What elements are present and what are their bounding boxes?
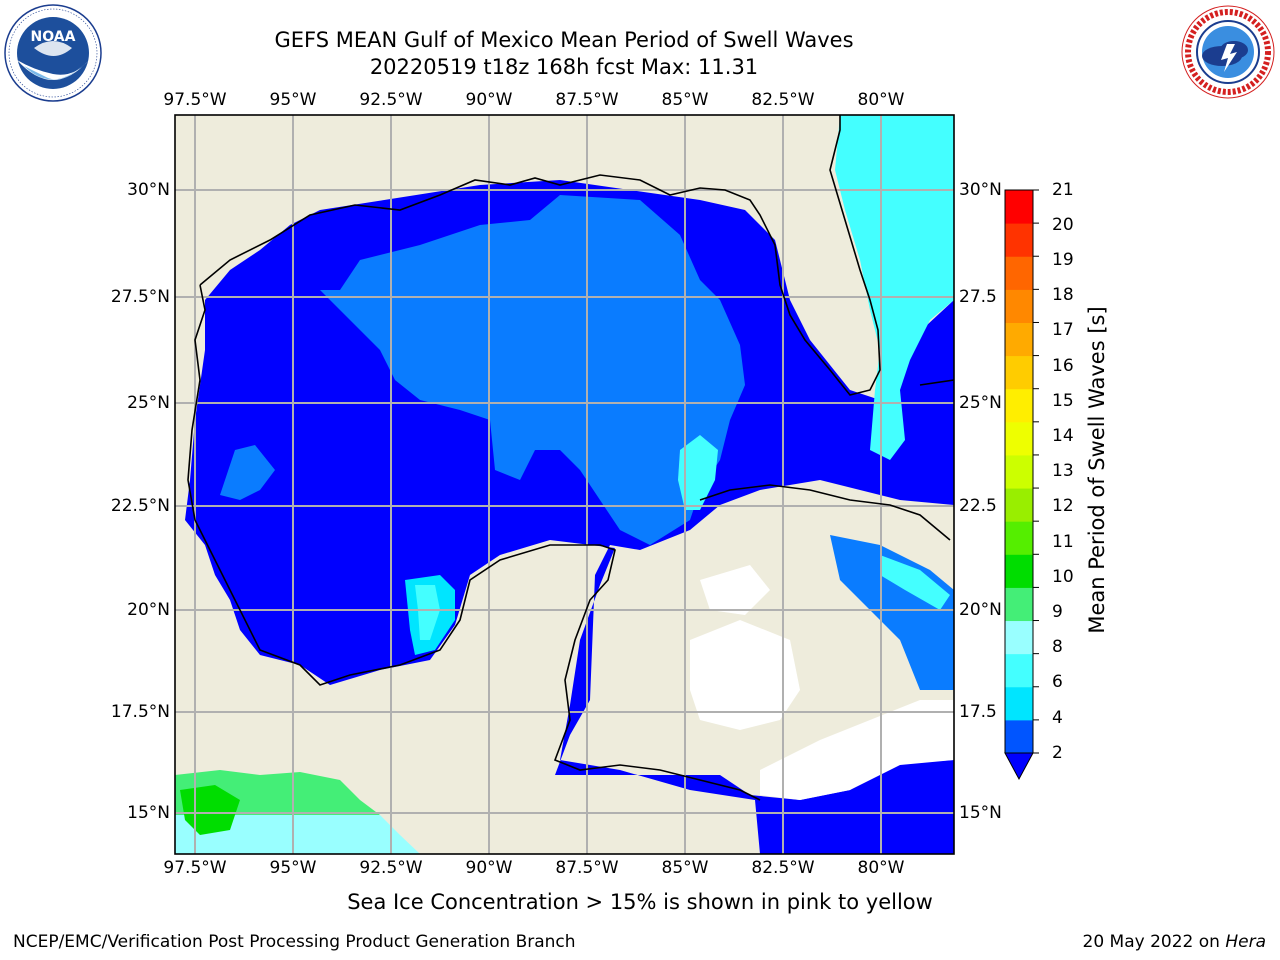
pacific-lightgreen <box>175 815 420 854</box>
no-data-caribbean <box>690 620 800 730</box>
colorbar-extend-arrow <box>1004 752 1034 781</box>
lon-label-top: 85°W <box>661 90 709 110</box>
colorbar-tick: 14 <box>1052 426 1074 446</box>
credit-host: Hera <box>1225 932 1266 952</box>
lat-label-left: 27.5°N <box>110 287 170 307</box>
caribbean-cyan <box>880 555 950 610</box>
sea-ice-footnote: Sea Ice Concentration > 15% is shown in … <box>347 890 933 914</box>
lat-label-right: 25°N <box>959 393 1002 413</box>
colorbar-segment <box>1005 686 1033 721</box>
period-6-8-loop <box>415 585 440 640</box>
period-2-4-patch <box>220 445 275 500</box>
colorbar-segment <box>1005 355 1033 390</box>
lon-label-bottom: 90°W <box>465 858 513 878</box>
coastline <box>187 115 955 801</box>
colorbar-tick: 4 <box>1052 708 1063 728</box>
colorbar-tick: 8 <box>1052 637 1063 657</box>
colorbar-tick: 9 <box>1052 602 1063 622</box>
lat-label-left: 25°N <box>127 393 170 413</box>
lat-label-right: 27.5 <box>959 287 997 307</box>
atlantic-swell <box>835 115 954 460</box>
colorbar-segment <box>1005 521 1033 555</box>
colorbar-segment <box>1005 223 1033 257</box>
colorbar-label: Mean Period of Swell Waves [s] <box>1085 306 1109 634</box>
lat-label-left: 30°N <box>127 180 170 200</box>
colorbar-tick: 11 <box>1052 532 1074 552</box>
colorbar-segment <box>1005 620 1033 655</box>
lat-label-right: 17.5 <box>959 702 997 722</box>
colorbar-segment <box>1005 421 1033 456</box>
colorbar-segment <box>1005 653 1033 688</box>
lon-label-bottom: 92.5°W <box>359 858 423 878</box>
credit-date: 20 May 2022 on Hera <box>1083 932 1267 952</box>
colorbar-tick: 2 <box>1052 743 1063 763</box>
map-frame <box>174 114 955 855</box>
colorbar-tick: 19 <box>1052 250 1074 270</box>
lon-label-bottom: 97.5°W <box>163 858 227 878</box>
lat-label-left: 22.5°N <box>110 496 170 516</box>
lat-label-left: 17.5°N <box>110 702 170 722</box>
lon-label-top: 90°W <box>465 90 513 110</box>
lon-label-top: 87.5°W <box>555 90 619 110</box>
colorbar-segment <box>1005 256 1033 290</box>
colorbar-tick: 15 <box>1052 391 1074 411</box>
colorbar-tick: 17 <box>1052 320 1074 340</box>
colorbar-segment <box>1005 554 1033 588</box>
noaa-logo-text: NOAA <box>30 29 76 45</box>
colorbar-tick: 16 <box>1052 356 1074 376</box>
lat-label-right: 15°N <box>959 803 1002 823</box>
colorbar-tick: 6 <box>1052 672 1063 692</box>
graticule <box>175 115 954 854</box>
colorbar-tick: 21 <box>1052 180 1074 200</box>
lat-label-left: 20°N <box>127 600 170 620</box>
credit-date-text: 20 May 2022 on <box>1082 932 1226 952</box>
period-6-8-central <box>678 435 718 510</box>
colorbar-tick: 18 <box>1052 285 1074 305</box>
period-2-4-region <box>320 195 745 545</box>
credit-producer: NCEP/EMC/Verification Post Processing Pr… <box>13 932 576 952</box>
map-title: GEFS MEAN Gulf of Mexico Mean Period of … <box>274 28 854 52</box>
colorbar-segment <box>1005 289 1033 323</box>
colorbar-tick: 20 <box>1052 215 1074 235</box>
colorbar-segment <box>1005 488 1033 522</box>
no-data-caribbean-2 <box>760 700 954 800</box>
map-subtitle: 20220519 t18z 168h fcst Max: 11.31 <box>369 55 759 79</box>
lon-label-bottom: 87.5°W <box>555 858 619 878</box>
nws-logo <box>1180 4 1276 100</box>
colorbar-segment <box>1005 719 1033 754</box>
colorbar-segment <box>1005 190 1033 224</box>
lon-label-bottom: 82.5°W <box>751 858 815 878</box>
lon-label-top: 95°W <box>269 90 317 110</box>
colorbar-segment <box>1005 322 1033 357</box>
colorbar-segment <box>1005 388 1033 423</box>
lon-label-top: 92.5°W <box>359 90 423 110</box>
lon-label-bottom: 95°W <box>269 858 317 878</box>
lon-label-bottom: 80°W <box>857 858 905 878</box>
colorbar-tick: 10 <box>1052 567 1074 587</box>
colorbar-tick: 12 <box>1052 496 1074 516</box>
lon-label-top: 80°W <box>857 90 905 110</box>
gulf-ocean <box>185 180 954 854</box>
colorbar-frame <box>1004 189 1034 754</box>
lat-label-left: 15°N <box>127 803 170 823</box>
lat-label-right: 20°N <box>959 600 1002 620</box>
noaa-logo <box>4 4 102 102</box>
colorbar <box>1004 189 1039 781</box>
lat-label-right: 22.5 <box>959 496 997 516</box>
no-data-patch <box>700 565 770 615</box>
lon-label-top: 97.5°W <box>163 90 227 110</box>
colorbar-tick: 13 <box>1052 461 1074 481</box>
lon-label-bottom: 85°W <box>661 858 709 878</box>
lat-label-right: 30°N <box>959 180 1002 200</box>
lon-label-top: 82.5°W <box>751 90 815 110</box>
colorbar-segment <box>1005 587 1033 622</box>
colorbar-segment <box>1005 454 1033 489</box>
